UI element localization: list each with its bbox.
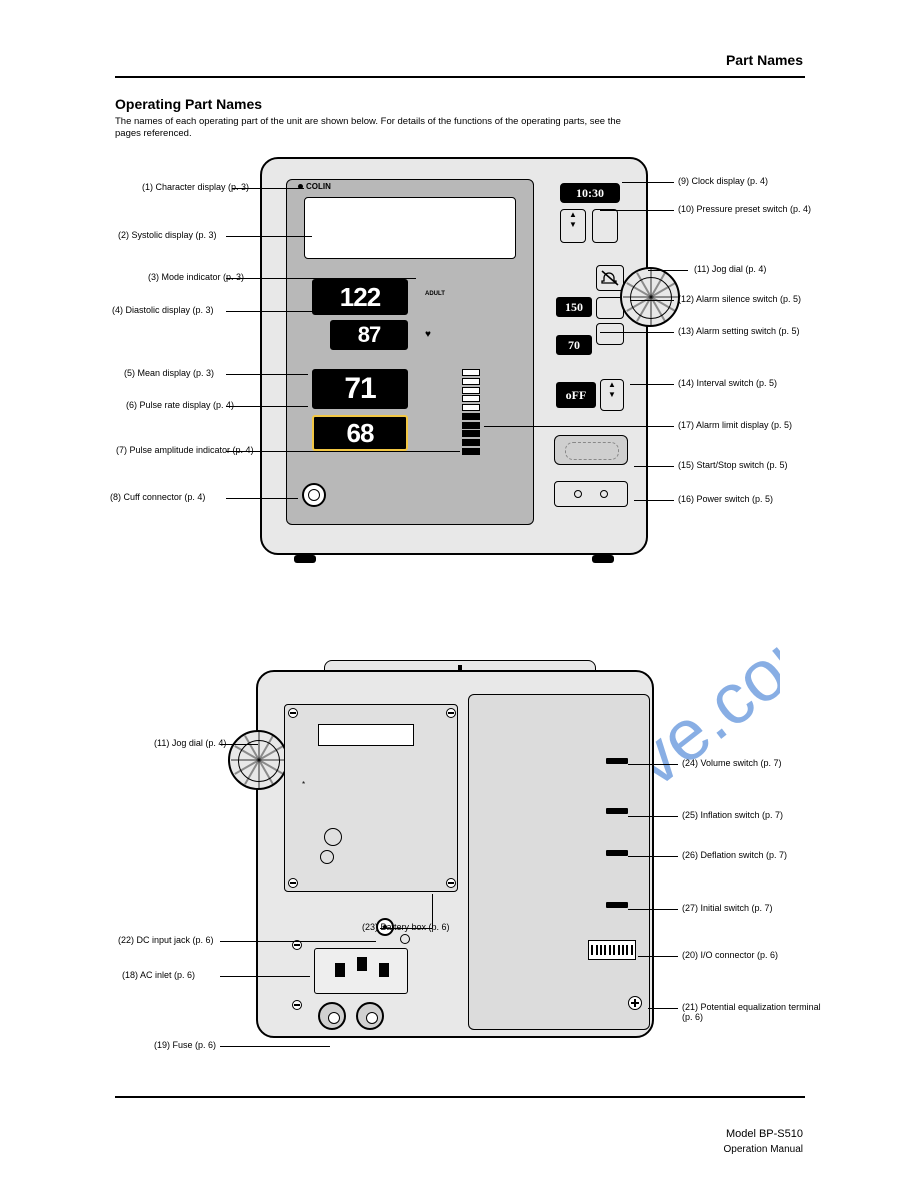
callout-front-13: (13) Alarm setting switch (p. 5) — [678, 326, 800, 336]
mode-indicator-label: ADULT — [425, 291, 445, 297]
callout-rear-fuse: (19) Fuse (p. 6) — [154, 1040, 216, 1050]
jog-dial-rear — [228, 730, 288, 790]
callout-rear-dc: (22) DC input jack (p. 6) — [118, 935, 214, 945]
interval-display: oFF — [556, 382, 596, 408]
intro-body: The names of each operating part of the … — [115, 116, 635, 140]
screw-icon — [288, 878, 298, 888]
callout-front-7: (7) Pulse amplitude indicator (p. 4) — [116, 445, 254, 455]
brand-label: COLIN — [298, 182, 331, 191]
interval-switch: ▲▼ — [600, 379, 624, 411]
callout-rear-battery: (23) Battery box (p. 6) — [362, 922, 502, 932]
start-stop-switch — [554, 435, 628, 465]
rear-side-panel — [468, 694, 650, 1030]
callout-rear-26: (26) Deflation switch (p. 7) — [682, 850, 787, 860]
battery-asterisk: * — [302, 780, 305, 789]
footer-title: Model BP-S510 — [726, 1128, 803, 1140]
callout-front-9: (9) Clock display (p. 4) — [678, 176, 768, 186]
front-panel-diagram: COLIN 122 87 71 68 ADULT ♥ 10:30 ▲▼ 150 … — [260, 157, 648, 557]
footer-sub: Operation Manual — [724, 1144, 804, 1155]
callout-front-5: (5) Mean display (p. 3) — [124, 368, 214, 378]
power-led-icon — [574, 490, 582, 498]
callout-front-2: (2) Systolic display (p. 3) — [118, 230, 217, 240]
ac-inlet — [314, 948, 408, 994]
alarm-limit-high: 150 — [556, 297, 592, 317]
callout-front-1: (1) Character display (p. 3) — [142, 182, 249, 192]
potential-equalization-terminal — [628, 996, 642, 1010]
alarm-set-low-button — [596, 323, 624, 345]
screw-icon — [446, 708, 456, 718]
callout-front-14: (14) Interval switch (p. 5) — [678, 378, 777, 388]
diastolic-display: 87 — [330, 320, 408, 350]
fuse-holder — [356, 1002, 384, 1030]
screw-icon — [446, 878, 456, 888]
pulse-amplitude-bargraph — [462, 369, 480, 455]
cert-mark-icon — [324, 828, 342, 846]
callout-front-15: (15) Start/Stop switch (p. 5) — [678, 460, 788, 470]
callout-front-16: (16) Power switch (p. 5) — [678, 494, 773, 504]
callout-rear-20: (20) I/O connector (p. 6) — [682, 950, 778, 960]
fuse-holder — [318, 1002, 346, 1030]
callout-front-17: (17) Alarm limit display (p. 5) — [678, 420, 792, 430]
callout-front-4: (4) Diastolic display (p. 3) — [112, 305, 214, 315]
initial-switch — [606, 902, 628, 908]
volume-switch — [606, 758, 628, 764]
mean-display: 71 — [312, 369, 408, 409]
preset-button — [592, 209, 618, 243]
callout-front-10: (10) Pressure preset switch (p. 4) — [678, 204, 811, 214]
alarm-silence-switch — [596, 265, 624, 291]
deflation-switch — [606, 850, 628, 856]
battery-label — [318, 724, 414, 746]
footer-rule — [115, 1096, 805, 1098]
callout-front-6: (6) Pulse rate display (p. 4) — [126, 400, 234, 410]
header-section-title: Part Names — [726, 52, 803, 68]
intro-heading: Operating Part Names — [115, 96, 262, 112]
rear-panel-diagram: * — [228, 640, 658, 1048]
foot-left — [294, 555, 316, 563]
callout-rear-25: (25) Inflation switch (p. 7) — [682, 810, 783, 820]
callout-front-12: (12) Alarm silence switch (p. 5) — [678, 294, 801, 304]
ground-icon — [400, 934, 410, 944]
io-connector — [588, 940, 636, 960]
callout-front-11: (11) Jog dial (p. 4) — [694, 264, 766, 274]
cert-mark-icon — [320, 850, 334, 864]
callout-front-8: (8) Cuff connector (p. 4) — [110, 492, 205, 502]
callout-rear-21: (21) Potential equalization terminal (p.… — [682, 1002, 832, 1022]
screw-icon — [288, 708, 298, 718]
callout-rear-ac: (18) AC inlet (p. 6) — [122, 970, 195, 980]
header-rule — [115, 76, 805, 78]
cuff-connector — [302, 483, 326, 507]
standby-led-icon — [600, 490, 608, 498]
callout-rear-jog: (11) Jog dial (p. 4) — [154, 738, 226, 748]
systolic-display: 122 — [312, 279, 408, 315]
inflation-switch — [606, 808, 628, 814]
pressure-preset-switch: ▲▼ — [560, 209, 586, 243]
callout-rear-24: (24) Volume switch (p. 7) — [682, 758, 782, 768]
callout-front-3: (3) Mode indicator (p. 3) — [148, 272, 244, 282]
callout-rear-27: (27) Initial switch (p. 7) — [682, 903, 773, 913]
foot-right — [592, 555, 614, 563]
pulse-display: 68 — [312, 415, 408, 451]
bell-mute-icon — [600, 269, 620, 287]
power-switch — [554, 481, 628, 507]
screw-icon — [292, 1000, 302, 1010]
jog-dial-front — [620, 267, 680, 327]
alarm-limit-low: 70 — [556, 335, 592, 355]
clock-display: 10:30 — [560, 183, 620, 203]
heart-icon: ♥ — [425, 329, 431, 340]
character-display — [304, 197, 516, 259]
